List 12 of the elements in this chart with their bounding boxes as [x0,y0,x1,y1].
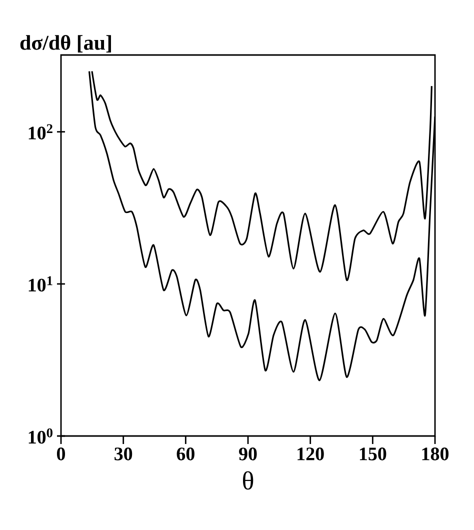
y-tick-label: 10$^{0}$ [28,428,52,444]
y-axis-title: dσ/dθ [au] [20,34,111,52]
x-tick-label: 120 [298,448,324,460]
x-axis-title: θ [243,471,254,490]
x-tick-label: 180 [422,448,449,460]
x-tick-label: 150 [360,448,386,460]
y-tick-label: 10$^{2}$ [28,124,52,140]
y-tick-label: 10$^{1}$ [28,276,52,292]
x-tick-label: 30 [114,448,132,460]
x-tick-label: 60 [176,448,194,460]
x-tick-label: 90 [239,448,257,460]
x-tick-label: 0 [56,448,66,460]
